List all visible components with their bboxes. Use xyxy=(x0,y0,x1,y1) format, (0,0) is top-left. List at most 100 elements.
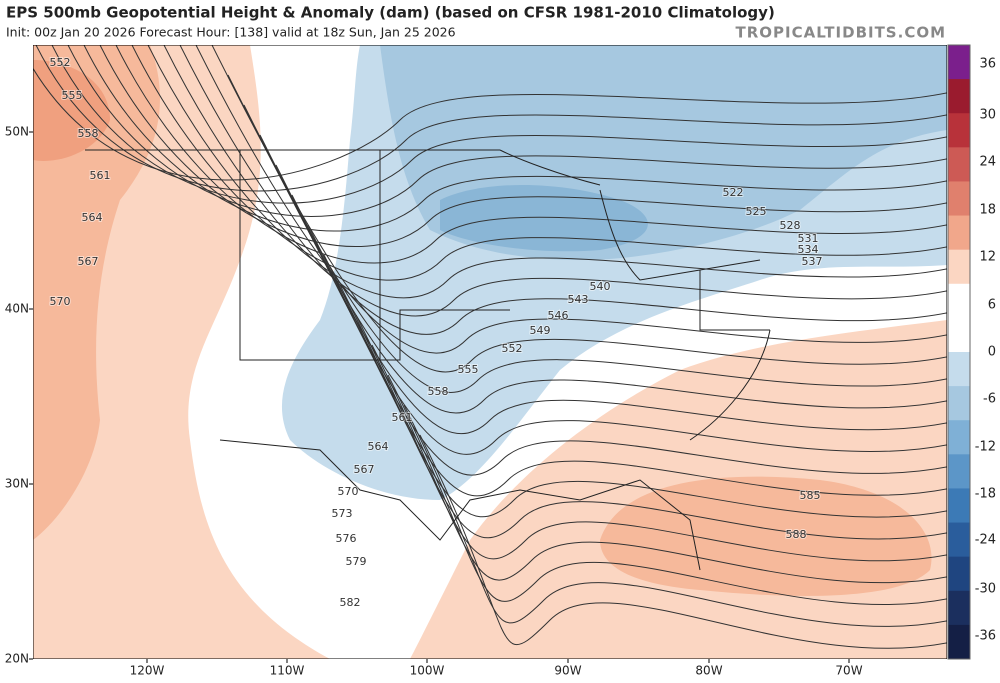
colorbar-swatch xyxy=(948,624,970,660)
lon-label: 80W xyxy=(695,664,722,678)
contour-line xyxy=(33,67,947,181)
colorbar-swatch xyxy=(948,283,970,319)
colorbar-label: -12 xyxy=(975,440,996,455)
contour-line xyxy=(371,344,947,584)
contour-line xyxy=(115,45,947,264)
lat-label: 20N xyxy=(5,652,29,666)
contour-line xyxy=(195,45,947,354)
contour-label: 567 xyxy=(78,255,99,268)
colorbar-swatch xyxy=(948,454,970,489)
axis-labels: 50N 40N 30N 20N 120W 110W 100W 90W 80W 70W xyxy=(5,125,863,678)
lon-label: 90W xyxy=(554,664,581,678)
colorbar-swatch xyxy=(948,386,970,421)
contour-label: 570 xyxy=(338,485,359,498)
colorbar-swatch xyxy=(948,45,970,80)
contour-label: 576 xyxy=(336,532,357,545)
state-borders xyxy=(85,149,771,571)
contour-label: 561 xyxy=(392,411,413,424)
colorbar-label: 12 xyxy=(979,250,996,265)
contour-line xyxy=(403,404,947,627)
contour-label: 537 xyxy=(802,255,823,268)
colorbar-swatch xyxy=(948,147,970,182)
colorbar-swatch xyxy=(948,488,970,524)
contour-label: 525 xyxy=(746,205,767,218)
height-contours xyxy=(33,45,947,649)
contour-label: 561 xyxy=(90,169,111,182)
contour-line xyxy=(35,45,947,192)
colorbar-swatch xyxy=(948,420,970,455)
contour-line xyxy=(51,45,947,204)
map-area xyxy=(33,45,947,659)
colorbar-label: 6 xyxy=(988,298,996,313)
colorbar-label: 0 xyxy=(988,345,996,360)
warm-anomaly xyxy=(600,476,932,596)
colorbar-label: -24 xyxy=(975,533,996,548)
contour-label: 564 xyxy=(82,211,103,224)
colorbar-swatch xyxy=(948,249,970,285)
colorbar-label: -6 xyxy=(983,392,996,407)
lat-label: 30N xyxy=(5,477,29,491)
contour-line xyxy=(339,284,947,540)
contour-label: 540 xyxy=(590,280,611,293)
contour-label: 564 xyxy=(368,440,389,453)
colorbar: 36 30 24 18 12 6 0 -6 -12 -18 -24 -30 -36 xyxy=(947,44,996,660)
colorbar-swatch xyxy=(948,181,970,217)
contour-label: 567 xyxy=(354,463,375,476)
contour-label: 528 xyxy=(780,219,801,232)
colorbar-label: 24 xyxy=(979,155,996,170)
contour-label: 543 xyxy=(568,293,589,306)
contour-label: 579 xyxy=(346,555,367,568)
contour-label: 555 xyxy=(458,363,479,376)
contour-line xyxy=(147,45,947,299)
contour-line xyxy=(131,45,947,281)
contour-label: 570 xyxy=(50,295,71,308)
contour-line xyxy=(419,434,947,649)
colorbar-swatch xyxy=(948,79,970,114)
contour-label: 534 xyxy=(798,243,819,256)
source: TROPICALTIDBITS.COM xyxy=(736,24,947,42)
lon-label: 120W xyxy=(130,664,165,678)
colorbar-swatch xyxy=(948,590,970,626)
title: EPS 500mb Geopotential Height & Anomaly … xyxy=(6,4,775,22)
lat-label: 40N xyxy=(5,302,29,316)
contour-label: 531 xyxy=(798,232,819,245)
colorbar-swatch xyxy=(948,352,970,387)
contour-label: 552 xyxy=(502,342,523,355)
contour-label: 573 xyxy=(332,507,353,520)
contour-label: 552 xyxy=(50,56,71,69)
contour-line xyxy=(179,45,947,335)
cold-anomaly xyxy=(440,185,648,252)
colorbar-swatch xyxy=(948,113,970,148)
lat-label: 50N xyxy=(5,125,29,139)
colorbar-swatch xyxy=(948,215,970,251)
contour-label: 558 xyxy=(78,127,99,140)
contour-label: 585 xyxy=(800,489,821,502)
borders xyxy=(85,149,771,571)
contour-line xyxy=(387,374,947,606)
lon-label: 110W xyxy=(270,664,305,678)
contour-label: 558 xyxy=(428,385,449,398)
contour-label: 588 xyxy=(786,528,807,541)
contour-line xyxy=(83,45,947,232)
contour-line xyxy=(163,45,947,317)
contour-line xyxy=(67,45,947,217)
subtitle: Init: 00z Jan 20 2026 Forecast Hour: [13… xyxy=(6,25,456,40)
lon-label: 100W xyxy=(410,664,445,678)
colorbar-frame xyxy=(947,44,971,660)
warm-anomaly xyxy=(33,45,160,540)
colorbar-label: 30 xyxy=(979,108,996,123)
contour-label: 549 xyxy=(530,324,551,337)
contour-line xyxy=(355,314,947,562)
colorbar-swatch xyxy=(948,317,970,353)
colorbar-label: -30 xyxy=(975,582,996,597)
colorbar-swatch xyxy=(948,522,970,558)
contour-label: 582 xyxy=(340,596,361,609)
colorbar-label: 36 xyxy=(979,57,996,72)
colorbar-label: 18 xyxy=(979,203,996,218)
contour-label: 522 xyxy=(723,186,744,199)
contour-label: 555 xyxy=(62,89,83,102)
contour-label: 546 xyxy=(548,309,569,322)
lon-label: 70W xyxy=(835,664,862,678)
